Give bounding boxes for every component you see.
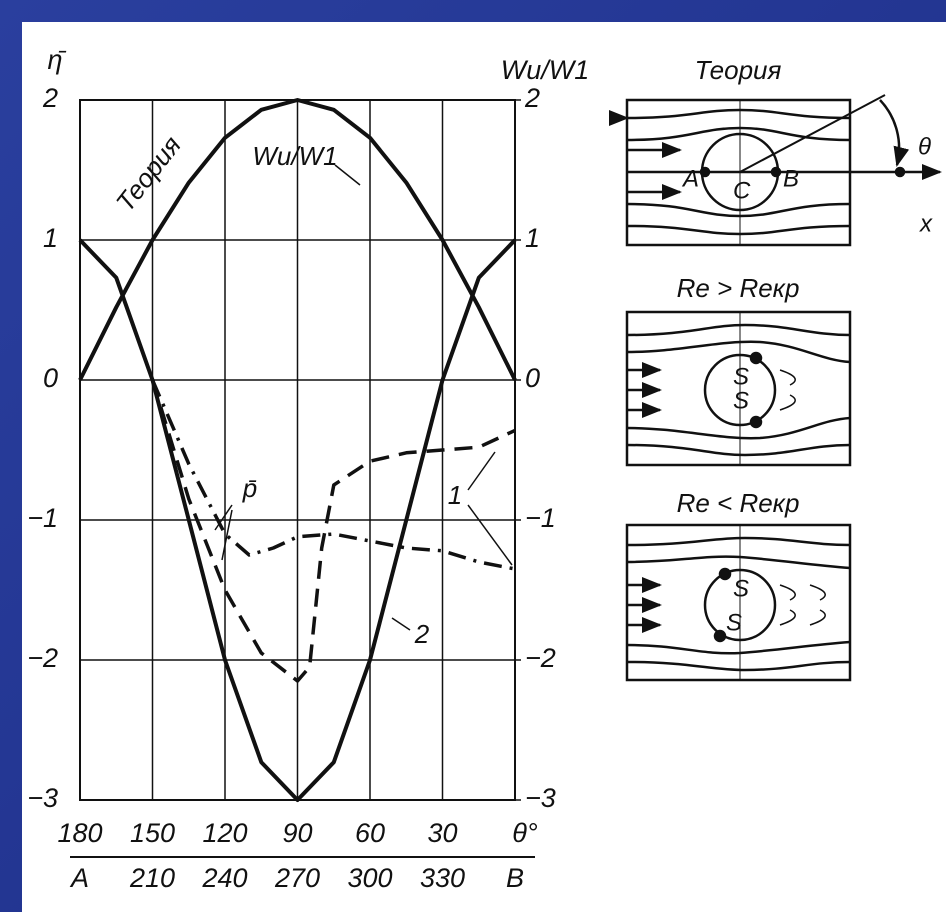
eddy	[779, 609, 796, 626]
series-line	[150, 379, 516, 683]
y2-axis-label: Wu/W1	[501, 55, 590, 85]
y-tick-label: −1	[27, 503, 58, 533]
point	[894, 166, 906, 178]
streamline	[626, 224, 851, 236]
leader-line	[391, 617, 411, 631]
y-tick-label: −2	[27, 643, 58, 673]
streamline	[626, 640, 851, 655]
diagram-label: S	[733, 387, 749, 414]
streamline	[626, 660, 851, 672]
point	[770, 166, 782, 178]
diagram-title: Re < Reкр	[677, 488, 800, 518]
diagrams	[608, 94, 942, 682]
eddy	[779, 394, 796, 411]
streamline	[626, 340, 851, 364]
cylinder	[703, 568, 777, 642]
y2-tick-label: 1	[525, 223, 540, 253]
diagram-title: Теория	[695, 55, 782, 85]
separation-point	[749, 351, 763, 365]
separation-point	[713, 629, 727, 643]
y2-tick-label: 2	[524, 83, 540, 113]
separation-point	[718, 567, 732, 581]
streamline	[608, 108, 851, 127]
series-line	[150, 379, 516, 571]
x-tick-label: 150	[130, 818, 175, 848]
series-line	[78, 98, 517, 381]
diagram-label: θ	[918, 133, 931, 160]
streamline	[626, 416, 851, 440]
streamline	[626, 443, 851, 457]
leader-line	[214, 504, 233, 531]
streamline	[626, 202, 851, 218]
eddy	[809, 609, 826, 626]
x2-tick-label: 300	[347, 863, 392, 893]
streamline	[626, 536, 851, 547]
diagram-frame	[625, 310, 852, 467]
leader-line	[334, 164, 361, 186]
x2-tick-label: A	[69, 863, 89, 893]
x-tick-label: 30	[427, 818, 457, 848]
x2-tick-label: 210	[129, 863, 175, 893]
x2-tick-label: 330	[420, 863, 465, 893]
radius-line	[739, 94, 886, 173]
diagram-label: A	[681, 165, 699, 192]
diagram-frame	[625, 523, 852, 682]
annotation: 2	[414, 619, 430, 649]
x-axis-label: θ°	[512, 818, 538, 848]
annotation: 1	[448, 480, 462, 510]
y-axis-label: η̄	[48, 45, 67, 75]
eddy	[779, 369, 796, 386]
point	[699, 166, 711, 178]
y-tick-label: −3	[27, 783, 58, 813]
streamline	[626, 555, 851, 570]
diagram-label: S	[733, 363, 749, 390]
eddy	[779, 584, 796, 601]
angle-arc	[879, 99, 910, 167]
x-tick-label: 90	[282, 818, 312, 848]
x2-tick-label: B	[506, 863, 524, 893]
y2-tick-label: −1	[525, 503, 556, 533]
cylinder	[703, 353, 777, 427]
streamline	[626, 323, 851, 337]
leader-line	[221, 509, 233, 561]
diagram-title: Re > Reкр	[677, 273, 800, 303]
diagram-label: B	[783, 165, 799, 192]
y-tick-label: 2	[42, 83, 58, 113]
diagram-label: x	[919, 210, 933, 237]
x-tick-label: 120	[202, 818, 247, 848]
diagram-texts: Теория A B C θ x Re > Reкр S S Re < Reкр…	[677, 55, 933, 636]
diagram-label: C	[733, 177, 751, 204]
y-tick-label: 1	[43, 223, 58, 253]
leader-line	[467, 504, 513, 566]
x-tick-label: 60	[355, 818, 385, 848]
y-tick-label: 0	[43, 363, 58, 393]
x-tick-label: 180	[57, 818, 102, 848]
diagram-label: S	[733, 575, 749, 602]
y2-tick-label: −3	[525, 783, 556, 813]
x2-tick-label: 240	[201, 863, 247, 893]
x2-tick-label: 270	[274, 863, 320, 893]
diagram-label: S	[726, 609, 742, 636]
y2-tick-label: 0	[525, 363, 540, 393]
leader-line	[467, 451, 496, 491]
annotation: Wu/W1	[252, 141, 337, 171]
annotation: p̄	[242, 473, 257, 503]
y2-tick-label: −2	[525, 643, 556, 673]
eddy	[809, 584, 826, 601]
separation-point	[749, 415, 763, 429]
